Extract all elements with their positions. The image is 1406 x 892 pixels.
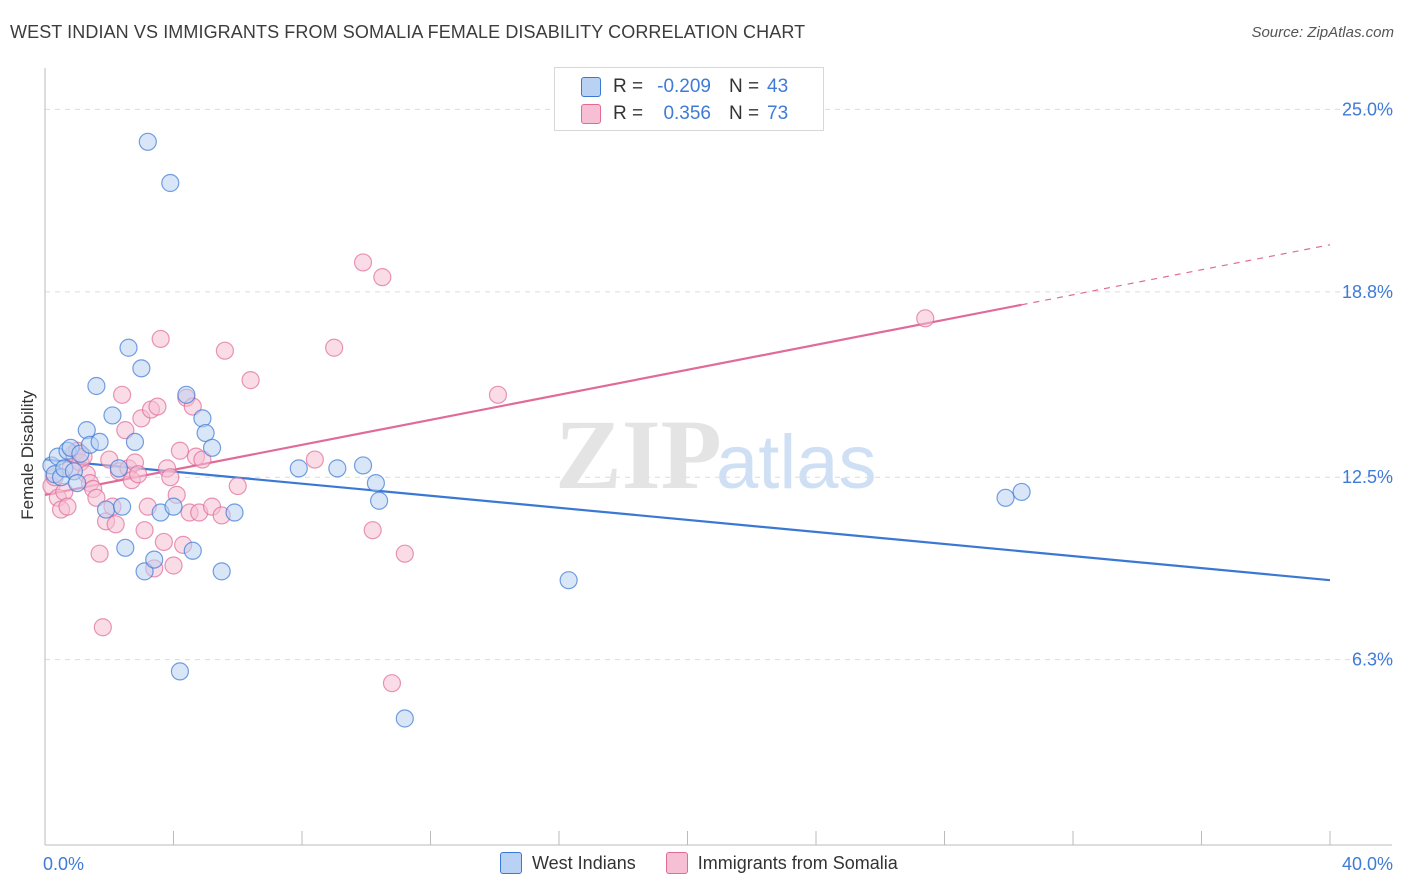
west-indians-point: [103, 406, 122, 425]
legend-n-label: N =: [729, 103, 760, 124]
series-swatch-blue: [500, 852, 522, 874]
west-indians-point: [996, 488, 1015, 507]
west-indians-point: [135, 562, 154, 581]
west-indians-point: [328, 459, 347, 478]
somalia-point: [87, 488, 106, 507]
west-indians-point: [193, 409, 212, 428]
correlation-legend: R = -0.209 N = 43 R = 0.356 N = 73: [554, 67, 824, 131]
west-indians-point: [138, 132, 157, 151]
series-label-somalia: Immigrants from Somalia: [697, 852, 898, 873]
legend-row-west-indians: R = -0.209 N = 43: [581, 74, 788, 100]
west-indians-point: [87, 376, 106, 396]
somalia-point: [363, 521, 382, 540]
somalia-point: [228, 476, 247, 496]
watermark-atlas: atlas: [716, 420, 877, 505]
legend-n-label: N =: [729, 76, 760, 97]
west-indians-point: [161, 173, 180, 193]
somalia-point: [353, 253, 373, 272]
somalia-point: [241, 371, 260, 390]
legend-r-value: -0.209: [657, 76, 711, 97]
legend-swatch-blue: [581, 77, 601, 97]
somalia-point: [161, 468, 180, 487]
series-legend-somalia[interactable]: Immigrants from Somalia: [665, 852, 898, 874]
somalia-point: [170, 441, 190, 460]
west-indians-point: [109, 459, 128, 478]
legend-n-value: 43: [767, 76, 789, 97]
west-indians-trend-line: [44, 458, 1331, 582]
west-indians-point: [125, 432, 145, 452]
somalia-point: [305, 450, 324, 469]
somalia-point: [193, 450, 212, 469]
west-indians-point: [353, 456, 373, 475]
y-tick-label: 25.0%: [1342, 99, 1393, 119]
somalia-point: [112, 385, 132, 404]
somalia-point: [106, 515, 125, 534]
chart-title: WEST INDIAN VS IMMIGRANTS FROM SOMALIA F…: [10, 22, 806, 42]
somalia-point: [116, 421, 135, 440]
series-legend: West Indians Immigrants from Somalia: [500, 852, 928, 874]
legend-row-somalia: R = 0.356 N = 73: [581, 101, 788, 127]
somalia-point: [215, 341, 234, 360]
west-indians-point: [112, 497, 132, 516]
y-tick-label: 18.8%: [1342, 282, 1393, 302]
west-indians-point: [90, 432, 109, 452]
somalia-point: [916, 309, 935, 328]
west-indians-point: [212, 562, 231, 581]
west-indians-point: [370, 491, 389, 510]
west-indians-point: [119, 338, 138, 357]
somalia-point: [488, 385, 508, 404]
somalia-point: [164, 556, 183, 575]
west-indians-point: [202, 438, 222, 457]
west-indians-point: [132, 359, 151, 378]
legend-r-label: R =: [613, 76, 644, 97]
west-indians-point: [68, 473, 87, 493]
west-indians-point: [559, 571, 578, 590]
x-tick-label-min: 0.0%: [43, 854, 84, 874]
somalia-point: [151, 329, 170, 349]
somalia-point: [325, 338, 344, 357]
somalia-point: [395, 544, 414, 563]
somalia-point: [148, 397, 167, 416]
west-indians-point: [177, 385, 196, 404]
somalia-point: [135, 521, 154, 540]
west-indians-point: [1012, 482, 1031, 502]
somalia-point: [58, 497, 77, 516]
series-label-west-indians: West Indians: [532, 852, 636, 873]
y-tick-label: 12.5%: [1342, 467, 1393, 487]
legend-r-label: R =: [613, 103, 644, 124]
west-indians-point: [96, 500, 116, 519]
west-indians-point: [225, 503, 244, 522]
legend-swatch-pink: [581, 104, 601, 124]
somalia-point: [154, 532, 173, 552]
somalia-point: [373, 268, 392, 287]
west-indians-point: [289, 459, 308, 478]
somalia-point: [90, 544, 109, 563]
west-indians-point: [183, 541, 202, 560]
series-swatch-pink: [665, 852, 688, 874]
legend-r-value: 0.356: [663, 103, 711, 124]
y-tick-label: 6.3%: [1352, 650, 1393, 670]
series-legend-west-indians[interactable]: West Indians: [500, 852, 636, 874]
west-indians-point: [116, 538, 135, 557]
x-tick-label-max: 40.0%: [1342, 854, 1393, 874]
y-axis-label: Female Disability: [18, 390, 37, 520]
somalia-point: [129, 465, 148, 484]
legend-n-value: 73: [767, 103, 789, 124]
somalia-point: [382, 674, 402, 693]
west-indians-point: [164, 497, 183, 516]
west-indians-point: [145, 550, 164, 569]
somalia-point: [93, 618, 112, 637]
source-label: Source: ZipAtlas.com: [1251, 24, 1394, 41]
west-indians-point: [170, 662, 190, 681]
watermark-zip: ZIP: [555, 399, 722, 510]
west-indians-point: [395, 709, 414, 728]
somalia-trend-extension: [1021, 244, 1331, 306]
west-indians-point: [366, 473, 385, 493]
